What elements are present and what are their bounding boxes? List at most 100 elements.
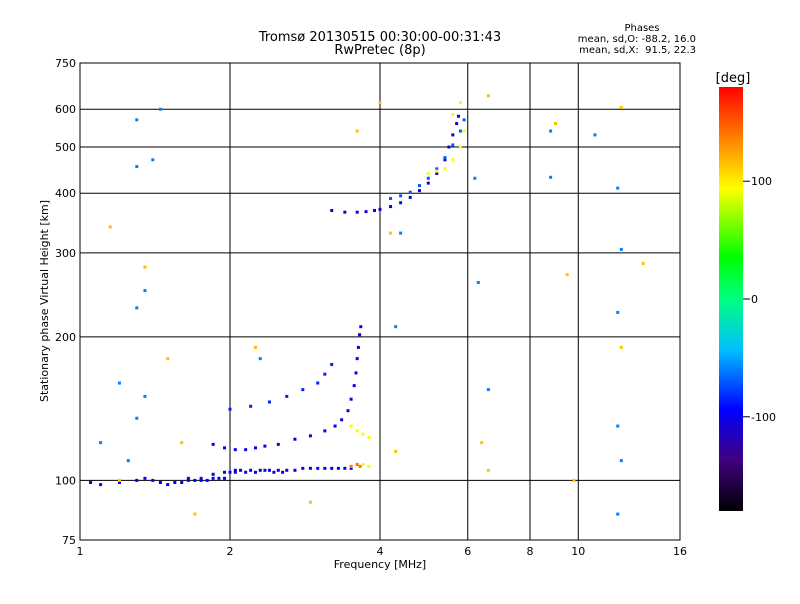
data-point [223,446,227,450]
data-point [565,273,569,277]
data-point [361,432,365,436]
data-point [619,459,623,463]
data-point [356,345,360,349]
data-point [135,306,139,310]
data-point [244,448,248,452]
data-point [476,280,480,284]
data-point [417,189,421,193]
data-point [330,466,334,470]
y-tick-label: 100 [55,474,76,487]
data-point [135,118,139,122]
data-point [451,112,455,116]
data-point [285,394,289,398]
data-point [205,478,209,482]
data-point [276,468,280,472]
data-point [355,129,359,133]
data-point [117,381,121,385]
data-point [616,424,620,428]
y-tick-label: 200 [55,331,76,344]
data-point [361,462,365,466]
data-point [349,397,353,401]
data-point [451,143,455,147]
data-point [641,261,645,265]
data-point [417,184,421,188]
data-point [272,470,276,474]
colorbar-label: [deg] [716,71,751,86]
colorbar-tick-label: 0 [751,293,758,306]
data-point [151,158,155,162]
data-point [549,129,553,133]
data-point [616,512,620,516]
data-point [180,480,184,484]
data-point [267,400,271,404]
data-point [135,416,139,420]
data-point [346,409,350,413]
data-point [373,208,377,212]
data-point [233,470,237,474]
data-point [619,106,623,110]
data-point [143,394,147,398]
data-point [301,466,305,470]
data-point [323,466,327,470]
data-point [330,362,334,366]
data-point [263,468,267,472]
data-point [443,158,447,162]
data-point [593,133,597,137]
data-point [151,478,155,482]
data-point [389,231,393,235]
data-point [135,165,139,169]
data-point [458,100,462,104]
data-point [358,464,362,468]
y-tick-label: 75 [62,534,76,547]
colorbar-tick-label: 100 [751,175,772,188]
data-point [323,429,327,433]
data-point [343,210,347,214]
data-point [173,480,177,484]
data-point [352,384,356,388]
data-point [486,94,490,98]
data-point [426,171,430,175]
data-point [336,466,340,470]
data-point [355,210,359,214]
data-point [180,441,184,445]
data-point [244,470,248,474]
data-point [378,207,382,211]
data-point [455,122,459,126]
data-point [233,468,237,472]
phases-heading: Phases [624,23,659,34]
y-tick-label: 300 [55,247,76,260]
data-point [394,449,398,453]
data-point [211,476,215,480]
x-tick-label: 8 [527,545,534,558]
data-point [126,459,130,463]
x-axis-label: Frequency [MHz] [334,558,426,571]
data-point [217,476,221,480]
data-point [367,436,371,440]
data-point [451,158,455,162]
data-point [99,483,103,487]
data-point [281,470,285,474]
y-tick-label: 500 [55,141,76,154]
data-point [458,129,462,133]
y-axis-ticks: 75 100 200 300 400 500 600 750 [55,57,76,547]
phases-o-line: mean, sd,O: -88.2, 16.0 [578,34,696,45]
data-point [166,483,170,487]
data-point [308,466,312,470]
data-point [211,472,215,476]
data-point [117,478,121,482]
x-tick-label: 1 [77,545,84,558]
data-point [293,468,297,472]
y-tick-label: 750 [55,57,76,70]
data-point [367,464,371,468]
data-point [323,372,327,376]
data-point [330,208,334,212]
data-point [354,371,358,375]
data-point [349,424,353,428]
data-point [486,468,490,472]
data-point [199,478,203,482]
data-point [359,325,363,329]
data-point [199,476,203,480]
data-point [316,466,320,470]
data-point [333,424,337,428]
data-point [211,442,215,446]
